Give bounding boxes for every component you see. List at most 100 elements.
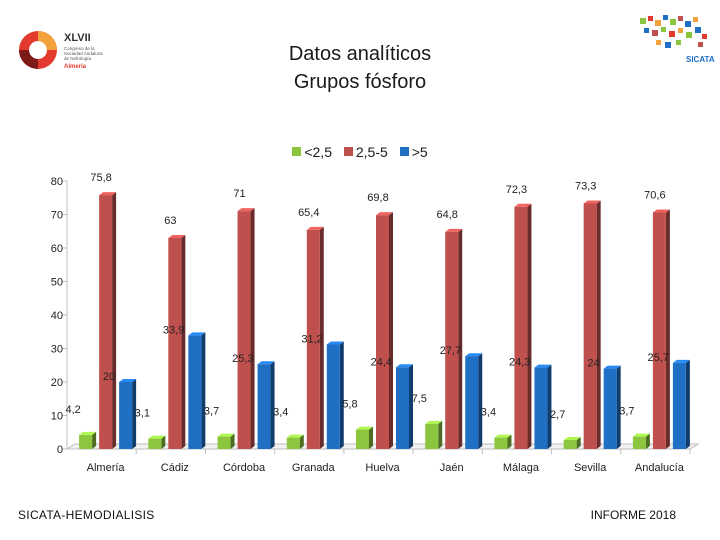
bar <box>514 206 528 449</box>
bar-top <box>632 433 650 437</box>
legend-item-mid: 2,5-5 <box>343 143 388 160</box>
y-tick-label: 60 <box>51 243 63 255</box>
logo-city: Almería <box>64 64 87 70</box>
bar <box>465 356 479 449</box>
x-tick-label: Sevilla <box>574 462 607 474</box>
data-label: 33,9 <box>163 324 184 336</box>
bar <box>494 437 508 449</box>
data-label: 24,3 <box>509 357 530 369</box>
bar <box>188 335 202 449</box>
bar <box>168 237 182 449</box>
footer-source: SICATA-HEMODIALISIS <box>18 508 155 522</box>
bar-side <box>389 212 393 449</box>
x-tick-label: Cádiz <box>161 462 189 474</box>
legend-swatch-high <box>399 147 409 156</box>
chart-title-line-1: Datos analíticos <box>288 43 432 65</box>
bar-side <box>596 200 601 449</box>
chart-title: Datos analíticos Grupos fósforo <box>180 40 540 96</box>
bar-side <box>478 353 483 449</box>
data-label: 25,7 <box>647 352 668 364</box>
bar-top <box>306 226 324 230</box>
bar-side <box>132 379 137 449</box>
bar-top <box>534 364 552 368</box>
bar-top <box>148 435 166 439</box>
bar <box>326 344 340 449</box>
bar-top <box>465 353 483 357</box>
data-label: 31,2 <box>301 333 322 345</box>
legend-label-mid: 2,5-5 <box>355 143 388 160</box>
data-label: 3,7 <box>619 406 634 418</box>
data-label: 63 <box>164 215 176 227</box>
bar <box>396 367 409 449</box>
logo-line-1: Congreso de la <box>64 46 95 51</box>
x-tick-label: Andalucía <box>635 462 685 474</box>
bar-side <box>92 431 97 449</box>
x-tick-label: Huelva <box>365 462 400 474</box>
bar <box>79 434 93 449</box>
y-tick-label: 80 <box>51 176 63 188</box>
bar-top <box>119 379 137 382</box>
bar-top <box>445 228 463 232</box>
data-label: 75,8 <box>90 172 111 184</box>
y-tick-label: 10 <box>51 411 63 423</box>
bar-side <box>409 364 413 449</box>
data-label: 2,7 <box>550 409 565 421</box>
bar-side <box>250 208 255 449</box>
bar <box>286 437 300 449</box>
data-label: 69,8 <box>367 192 388 204</box>
data-label: 3,4 <box>481 407 496 419</box>
bar-top <box>652 209 670 213</box>
bar-side <box>576 436 581 449</box>
bar <box>672 362 686 449</box>
bar-side <box>645 433 650 449</box>
bar-side <box>299 434 304 449</box>
logo-line-3: de Nefrología <box>64 56 92 61</box>
bar-side <box>547 364 552 449</box>
bar-side <box>458 228 463 449</box>
bar <box>534 367 548 449</box>
legend-label-high: >5 <box>411 143 428 160</box>
bar <box>563 439 577 449</box>
bar-top <box>217 433 235 437</box>
bar-side <box>507 434 512 449</box>
y-tick-label: 30 <box>51 344 63 356</box>
x-tick-label: Almería <box>87 462 126 474</box>
bar-top <box>257 361 275 365</box>
bar-side <box>339 341 344 449</box>
data-label: 70,6 <box>644 189 665 201</box>
data-label: 7,5 <box>412 393 427 405</box>
bar-top <box>99 192 117 196</box>
bar-side <box>181 234 186 449</box>
sicata-logo: SICATA <box>640 15 715 64</box>
bar-top <box>603 365 621 369</box>
bar <box>237 211 251 449</box>
bar-side <box>665 209 670 449</box>
x-tick-label: Jaén <box>440 462 464 474</box>
legend-swatch-low <box>292 147 302 156</box>
y-tick-label: 50 <box>51 277 63 289</box>
data-label: 4,2 <box>65 404 80 416</box>
bar-top <box>563 436 581 440</box>
bar <box>217 436 231 449</box>
bar-side <box>270 361 275 449</box>
data-label: 24 <box>587 358 599 370</box>
data-label: 20 <box>103 371 115 383</box>
bar <box>306 229 320 449</box>
sicata-logo-name: SICATA <box>686 55 715 64</box>
legend-item-low: <2,5 <box>292 144 332 160</box>
bar <box>583 203 597 449</box>
y-tick-label: 0 <box>57 444 63 456</box>
bar <box>119 382 133 449</box>
bar <box>425 423 439 449</box>
bar-top <box>376 212 393 216</box>
congress-logo: XLVII Congreso de la Sociedad Andaluza d… <box>19 31 103 70</box>
chart-title-line-2: Grupos fósforo <box>293 71 427 93</box>
legend-label-low: <2,5 <box>304 143 332 160</box>
bar-side <box>201 332 206 449</box>
x-tick-label: Córdoba <box>223 462 266 474</box>
bar <box>257 364 271 449</box>
bar-side <box>438 420 443 449</box>
logo-roman: XLVII <box>64 32 91 44</box>
bar-top <box>286 434 304 438</box>
